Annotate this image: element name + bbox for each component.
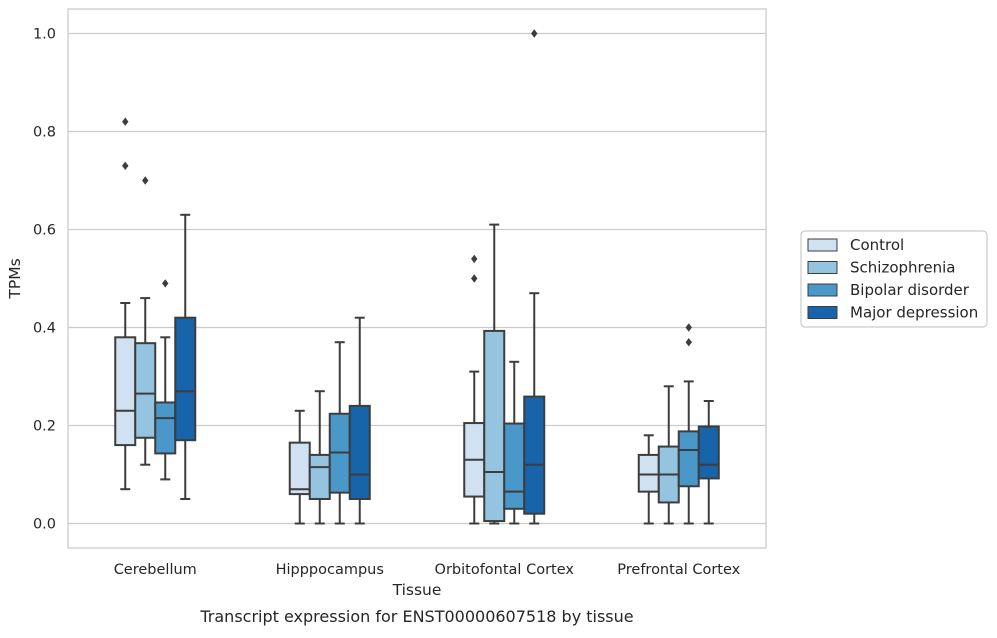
- chart-caption: Transcript expression for ENST0000060751…: [199, 607, 633, 626]
- box-0-1: [134, 176, 157, 466]
- legend-label: Bipolar disorder: [850, 281, 970, 299]
- y-tick-label: 0.4: [33, 321, 56, 337]
- box-iqr: [523, 395, 546, 515]
- box-iqr: [697, 425, 720, 480]
- x-tick-label: Prefrontal Cortex: [617, 562, 740, 578]
- legend-swatch: [807, 306, 838, 319]
- legend-swatch: [807, 238, 838, 252]
- box-iqr: [288, 441, 311, 496]
- box-2-1: [483, 223, 506, 525]
- y-tick-label: 1.0: [33, 27, 56, 43]
- box-2-2: [503, 360, 526, 525]
- outlier-point: [531, 29, 538, 38]
- y-axis-label: TPMs: [6, 258, 24, 299]
- legend-swatch: [807, 283, 838, 297]
- box-iqr: [348, 404, 371, 500]
- x-tick-label: Hipppocampus: [276, 562, 384, 578]
- legend-frame: [800, 230, 988, 328]
- box-iqr: [503, 422, 526, 510]
- box-iqr: [174, 316, 197, 442]
- outlier-point: [685, 323, 692, 332]
- box-2-3: [523, 29, 546, 525]
- x-axis-label: Tissue: [392, 581, 442, 599]
- box-3-1: [657, 385, 680, 525]
- box-iqr: [134, 342, 157, 439]
- legend-label: Control: [850, 236, 904, 254]
- box-groups: [114, 29, 720, 525]
- y-tick-label: 0.0: [33, 517, 56, 533]
- box-2-0: [463, 254, 486, 525]
- legend: Control Schizophrenia Bipolar disorder Majo…: [800, 230, 988, 328]
- box-iqr: [677, 430, 700, 488]
- x-tick-label: Cerebellum: [114, 562, 197, 578]
- y-tick-labels: 0.0 0.2 0.4 0.6 0.8 1.0: [33, 27, 56, 533]
- box-1-3: [348, 316, 371, 525]
- outlier-point: [685, 338, 692, 347]
- legend-label: Schizophrenia: [850, 259, 955, 277]
- y-tick-label: 0.6: [33, 223, 56, 239]
- box-iqr: [483, 329, 506, 523]
- box-iqr: [308, 453, 331, 500]
- legend-swatch: [807, 261, 838, 274]
- outlier-point: [471, 254, 478, 264]
- box-0-2: [154, 279, 177, 481]
- outlier-point: [122, 117, 129, 126]
- box-1-0: [288, 409, 311, 525]
- box-3-3: [697, 400, 720, 525]
- box-1-2: [328, 341, 351, 525]
- plot-frame: [67, 8, 767, 549]
- box-3-0: [637, 434, 660, 525]
- outlier-point: [122, 161, 129, 170]
- outlier-point: [162, 279, 169, 288]
- box-1-1: [308, 390, 331, 525]
- box-0-3: [174, 213, 197, 500]
- outlier-point: [142, 176, 149, 185]
- box-iqr: [154, 401, 177, 455]
- outlier-point: [471, 274, 478, 283]
- x-tick-label: Orbitofontal Cortex: [435, 562, 575, 578]
- box-0-0: [114, 117, 137, 491]
- box-iqr: [637, 453, 660, 493]
- box-iqr: [114, 336, 137, 447]
- x-tick-labels: Cerebellum Hipppocampus Orbitofontal Corte…: [114, 562, 741, 578]
- legend-label: Major depression: [850, 304, 978, 322]
- y-tick-label: 0.2: [33, 419, 56, 435]
- box-3-2: [677, 323, 700, 525]
- y-tick-label: 0.8: [33, 125, 56, 141]
